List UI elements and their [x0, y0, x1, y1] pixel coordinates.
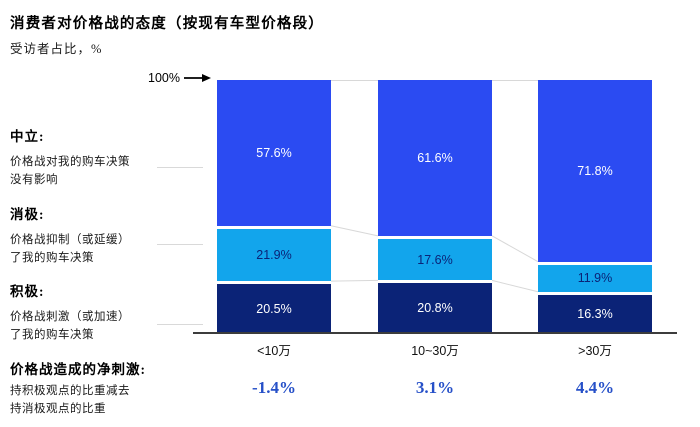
segment-neutral-2: 61.6% [378, 80, 492, 236]
legend-positive-title: 积极: [10, 284, 45, 299]
right-arrow-icon [183, 74, 211, 82]
legend-section-negative: 消极: 价格战抑制（或延缓） 了我的购车决策 [10, 203, 195, 267]
category-label-2: 10~30万 [411, 344, 459, 358]
legend-negative-description: 价格战抑制（或延缓） 了我的购车决策 [10, 234, 130, 264]
net-stimulus-value-2: 3.1% [415, 378, 455, 397]
segment-negative-1: 21.9% [217, 225, 331, 282]
net-stimulus-title: 价格战造成的净刺激: [10, 362, 146, 377]
net-stimulus-value-3: 4.4% [575, 378, 615, 397]
segment-positive-3: 16.3% [538, 291, 652, 333]
segment-neutral-3: 71.8% [538, 80, 652, 262]
segment-positive-1: 20.5% [217, 281, 331, 333]
legend-section-positive: 积极: 价格战刺激（或加速） 了我的购车决策 [10, 280, 195, 344]
chart-title: 消费者对价格战的态度（按现有车型价格段） [10, 16, 324, 32]
legend-positive-description: 价格战刺激（或加速） 了我的购车决策 [10, 311, 130, 341]
leader-line-negative [157, 244, 203, 245]
category-label-1: <10万 [257, 344, 291, 358]
segment-value-label: 17.6% [417, 252, 453, 267]
category-label-3: >30万 [578, 344, 612, 358]
stacked-bar-3: 71.8% 11.9% 16.3% [538, 80, 652, 333]
axis-100-reference: 100% [148, 71, 211, 85]
segment-negative-2: 17.6% [378, 235, 492, 281]
axis-100-label: 100% [148, 71, 180, 85]
legend-negative-title: 消极: [10, 207, 45, 222]
x-axis-line [193, 332, 677, 334]
segment-positive-2: 20.8% [378, 280, 492, 333]
leader-line-positive [157, 324, 203, 325]
legend-section-neutral: 中立: 价格战对我的购车决策 没有影响 [10, 125, 195, 189]
segment-value-label: 61.6% [417, 150, 453, 165]
legend-neutral-description: 价格战对我的购车决策 没有影响 [10, 156, 130, 186]
stacked-bar-1: 57.6% 21.9% 20.5% [217, 80, 331, 333]
segment-value-label: 57.6% [256, 145, 292, 160]
segment-value-label: 20.5% [256, 301, 292, 316]
segment-neutral-1: 57.6% [217, 80, 331, 226]
segment-value-label: 71.8% [577, 163, 613, 178]
segment-value-label: 11.9% [577, 271, 613, 286]
segment-negative-3: 11.9% [538, 261, 652, 292]
leader-line-neutral [157, 167, 203, 168]
stacked-bar-2: 61.6% 17.6% 20.8% [378, 80, 492, 333]
segment-value-label: 21.9% [256, 247, 292, 262]
segment-value-label: 20.8% [417, 301, 453, 316]
segment-value-label: 16.3% [577, 306, 613, 321]
chart-subtitle: 受访者占比，% [10, 42, 103, 56]
net-stimulus-value-1: -1.4% [252, 378, 296, 397]
net-stimulus-description: 持积极观点的比重减去 持消极观点的比重 [10, 385, 130, 415]
legend-neutral-title: 中立: [10, 129, 45, 144]
